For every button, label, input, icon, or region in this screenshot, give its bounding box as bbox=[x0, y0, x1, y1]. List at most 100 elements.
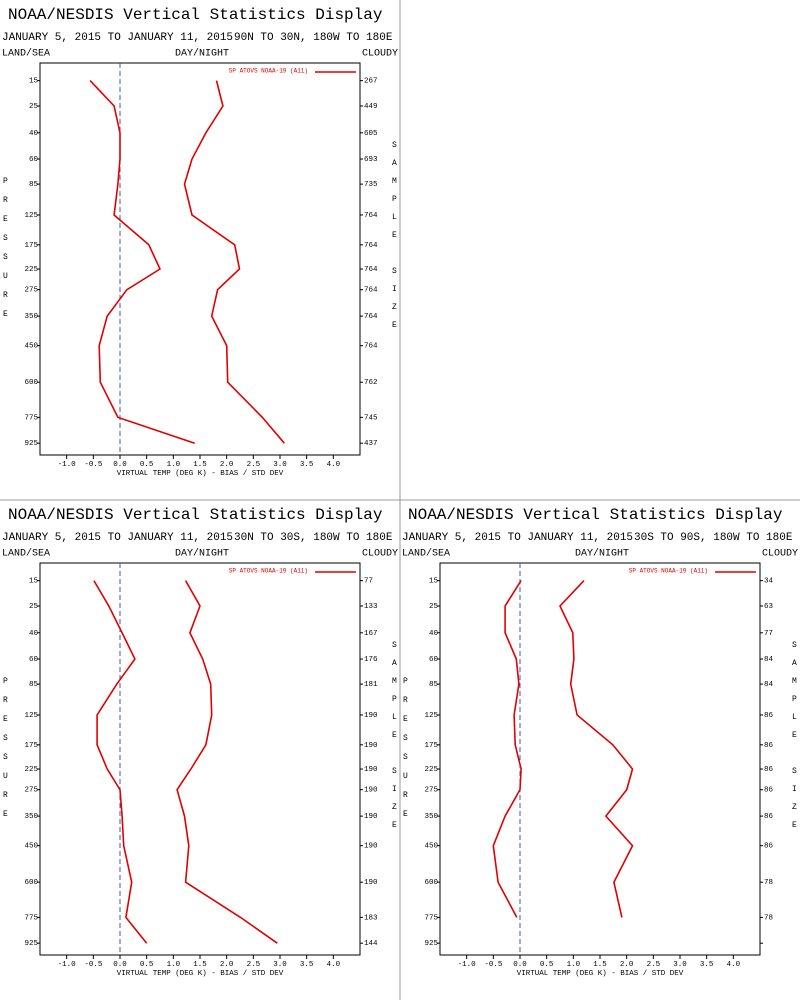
y-tick-label: 450 bbox=[424, 843, 438, 851]
y-tick-label: 225 bbox=[424, 766, 438, 774]
chart-title: NOAA/NESDIS Vertical Statistics Display bbox=[408, 506, 783, 524]
sample-size-label: 77 bbox=[764, 630, 773, 638]
x-axis-label: VIRTUAL TEMP (DEG K) - BIAS / STD DEV bbox=[117, 470, 284, 478]
sample-size-label: 86 bbox=[764, 843, 774, 851]
chart-title: NOAA/NESDIS Vertical Statistics Display bbox=[8, 6, 383, 24]
x-tick-label: 0.5 bbox=[140, 461, 154, 469]
y-tick-label: 350 bbox=[424, 813, 438, 821]
y-tick-label: 925 bbox=[424, 940, 438, 948]
bias-line bbox=[93, 580, 148, 944]
sample-size-label: 167 bbox=[364, 630, 378, 638]
legend-label: SP ATOVS NOAA-19 (A11) bbox=[629, 568, 708, 575]
x-tick-label: 2.5 bbox=[647, 961, 661, 969]
sample-size-label: 190 bbox=[364, 766, 378, 774]
x-tick-label: 2.0 bbox=[220, 961, 234, 969]
y-tick-label: 175 bbox=[424, 742, 438, 750]
header-left: LAND/SEA bbox=[2, 48, 50, 60]
y-tick-label: 775 bbox=[24, 414, 38, 422]
sample-size-label: 190 bbox=[364, 813, 378, 821]
sample-size-label: 133 bbox=[364, 603, 378, 611]
x-tick-label: 3.5 bbox=[700, 961, 714, 969]
y-tick-label: 125 bbox=[424, 712, 438, 720]
chart-panel: NOAA/NESDIS Vertical Statistics Display J… bbox=[1, 506, 399, 978]
y-tick-label: 25 bbox=[29, 603, 39, 611]
y-axis-label: PRESSURE bbox=[1, 677, 10, 829]
y2-axis-label: SAMPLE SIZE bbox=[790, 641, 799, 839]
x-tick-label: -0.5 bbox=[84, 961, 103, 969]
x-tick-label: 1.0 bbox=[567, 961, 581, 969]
y-tick-label: 85 bbox=[29, 181, 39, 189]
sample-size-label: 86 bbox=[764, 766, 774, 774]
sample-size-label: 735 bbox=[364, 181, 378, 189]
y-tick-label: 125 bbox=[24, 212, 38, 220]
chart-panel: NOAA/NESDIS Vertical Statistics Display J… bbox=[1, 6, 399, 478]
x-tick-label: 3.5 bbox=[300, 961, 314, 969]
x-tick-label: 1.5 bbox=[193, 961, 207, 969]
y-tick-label: 600 bbox=[24, 879, 38, 887]
date-range: JANUARY 5, 2015 TO JANUARY 11, 2015 bbox=[2, 532, 233, 544]
sample-size-label: 86 bbox=[764, 742, 774, 750]
x-tick-label: 4.0 bbox=[327, 461, 341, 469]
std-dev-line bbox=[559, 580, 634, 918]
header-center: DAY/NIGHT bbox=[175, 48, 229, 60]
y-tick-label: 775 bbox=[424, 914, 438, 922]
sample-size-label: 77 bbox=[364, 578, 373, 586]
sample-size-label: 267 bbox=[364, 78, 378, 86]
header-right: CLOUDY bbox=[762, 549, 798, 560]
x-tick-label: -0.5 bbox=[484, 961, 503, 969]
bias-line bbox=[89, 80, 195, 444]
y-tick-label: 15 bbox=[29, 578, 39, 586]
sample-size-label: 764 bbox=[364, 266, 378, 274]
header-left: LAND/SEA bbox=[2, 548, 50, 560]
date-range: JANUARY 5, 2015 TO JANUARY 11, 2015 bbox=[402, 532, 633, 544]
sample-size-label: 190 bbox=[364, 742, 378, 750]
sample-size-label: 693 bbox=[364, 156, 378, 164]
x-tick-label: 3.0 bbox=[273, 961, 287, 969]
x-tick-label: 4.0 bbox=[727, 961, 741, 969]
sample-size-label: 34 bbox=[764, 578, 774, 586]
y-tick-label: 450 bbox=[24, 343, 38, 351]
x-tick-label: 3.0 bbox=[273, 461, 287, 469]
x-tick-label: 2.0 bbox=[620, 961, 634, 969]
sample-size-label: 764 bbox=[364, 343, 378, 351]
y-tick-label: 85 bbox=[29, 681, 39, 689]
std-dev-line bbox=[183, 80, 285, 444]
sample-size-label: 764 bbox=[364, 242, 378, 250]
x-tick-label: 3.0 bbox=[673, 961, 687, 969]
x-tick-label: 0.0 bbox=[513, 961, 527, 969]
y-tick-label: 60 bbox=[429, 656, 439, 664]
chart-panel: NOAA/NESDIS Vertical Statistics Display J… bbox=[401, 506, 799, 978]
y-tick-label: 225 bbox=[24, 266, 38, 274]
sample-size-label: 437 bbox=[364, 440, 378, 448]
y-tick-label: 775 bbox=[24, 914, 38, 922]
sample-size-label: 190 bbox=[364, 712, 378, 720]
legend-label: SP ATOVS NOAA-19 (A11) bbox=[229, 68, 308, 75]
y-tick-label: 40 bbox=[429, 630, 439, 638]
sample-size-label: 190 bbox=[364, 879, 378, 887]
y-tick-label: 25 bbox=[29, 103, 39, 111]
x-tick-label: 0.0 bbox=[113, 461, 127, 469]
x-tick-label: -1.0 bbox=[58, 461, 77, 469]
x-tick-label: 2.0 bbox=[220, 461, 234, 469]
y-tick-label: 40 bbox=[29, 130, 39, 138]
y-tick-label: 350 bbox=[24, 813, 38, 821]
y-tick-label: 60 bbox=[29, 656, 39, 664]
sample-size-label: 762 bbox=[364, 379, 378, 387]
y-tick-label: 925 bbox=[24, 940, 38, 948]
y-tick-label: 175 bbox=[24, 242, 38, 250]
y-tick-label: 275 bbox=[24, 787, 38, 795]
header-right: CLOUDY bbox=[362, 549, 398, 560]
x-tick-label: 1.5 bbox=[593, 961, 607, 969]
date-range: JANUARY 5, 2015 TO JANUARY 11, 2015 bbox=[2, 32, 233, 44]
x-tick-label: 3.5 bbox=[300, 461, 314, 469]
sample-size-label: 86 bbox=[764, 813, 774, 821]
x-tick-label: 0.5 bbox=[540, 961, 554, 969]
region: 30N TO 30S, 180W TO 180E bbox=[234, 532, 393, 544]
sample-size-label: 181 bbox=[364, 681, 378, 689]
sample-size-label: 78 bbox=[764, 914, 773, 922]
std-dev-line bbox=[176, 580, 278, 944]
y-tick-label: 25 bbox=[429, 603, 439, 611]
header-center: DAY/NIGHT bbox=[575, 548, 629, 560]
